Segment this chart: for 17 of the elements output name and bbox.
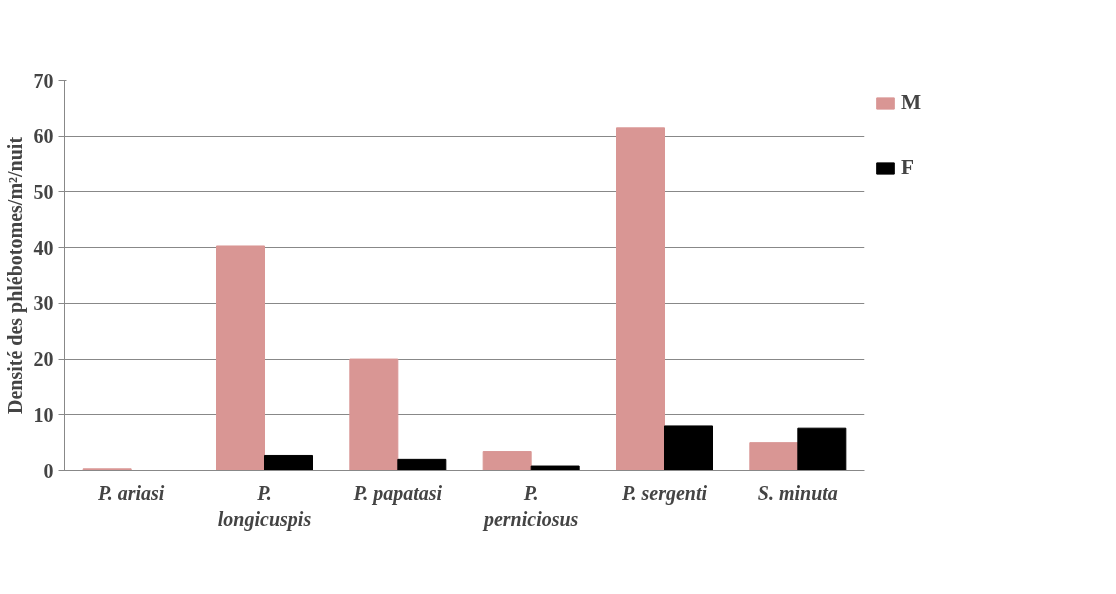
legend-label: F <box>901 155 916 180</box>
y-tick-label: 70 <box>33 69 54 92</box>
y-tick-label: 60 <box>33 125 54 148</box>
y-tick-label: 50 <box>33 180 54 203</box>
x-tick-label: P. sergenti <box>620 481 708 505</box>
y-tick-label: 20 <box>33 348 54 371</box>
y-tick-label: 30 <box>33 292 54 315</box>
x-tick-label: P. longicuspis <box>217 481 312 531</box>
y-axis-title: Densité des phlébotomes/m²/nuit <box>3 136 27 415</box>
x-tick-label: P. perniciosus <box>481 481 579 531</box>
y-tick-label: 40 <box>33 236 54 259</box>
y-tick-label: 0 <box>43 459 54 482</box>
y-tick-label: 10 <box>33 403 54 426</box>
x-tick-label: P. ariasi <box>97 481 165 504</box>
x-tick-label: P. papatasi <box>352 481 443 505</box>
x-tick-label: S. minuta <box>757 481 838 504</box>
legend-label: M <box>901 90 922 115</box>
